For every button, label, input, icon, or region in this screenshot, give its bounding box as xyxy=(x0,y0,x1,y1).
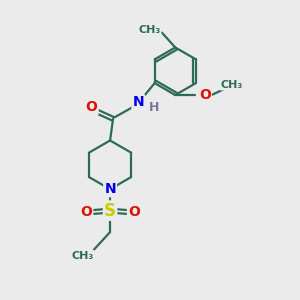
Text: CH₃: CH₃ xyxy=(220,80,243,90)
Text: O: O xyxy=(128,205,140,219)
Text: N: N xyxy=(133,95,144,110)
Text: S: S xyxy=(104,202,116,220)
Text: CH₃: CH₃ xyxy=(71,251,94,261)
Text: CH₃: CH₃ xyxy=(138,25,160,34)
Text: O: O xyxy=(199,88,211,102)
Text: H: H xyxy=(148,101,159,114)
Text: N: N xyxy=(104,182,116,196)
Text: O: O xyxy=(86,100,98,114)
Text: O: O xyxy=(80,205,92,219)
